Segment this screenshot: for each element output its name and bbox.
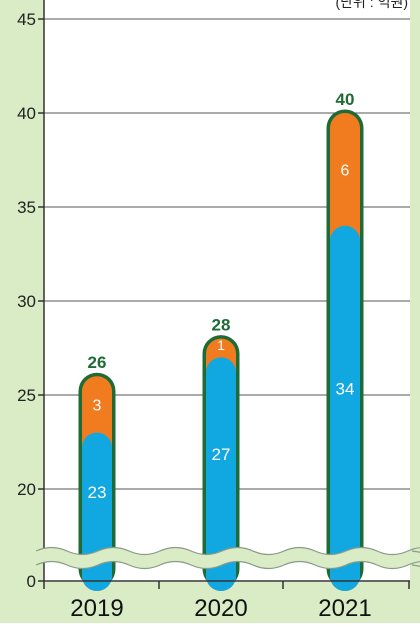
y-tick-label: 20 bbox=[17, 480, 36, 499]
unit-note: (단위 : 억원) bbox=[335, 0, 408, 10]
bar-label-total: 26 bbox=[88, 353, 107, 372]
bar-label-lower: 23 bbox=[88, 483, 107, 502]
bar-label-lower: 34 bbox=[336, 379, 355, 398]
break-line-top bbox=[35, 546, 420, 556]
x-tick-label: 2021 bbox=[318, 595, 371, 622]
y-tick-label: 30 bbox=[17, 292, 36, 311]
y-tick-label: 0 bbox=[27, 572, 36, 591]
bar-segment-lower bbox=[206, 357, 236, 591]
y-tick-label: 45 bbox=[17, 10, 36, 29]
bar-segment-lower bbox=[330, 225, 360, 592]
break-band bbox=[33, 547, 420, 569]
bar-label-lower: 27 bbox=[212, 445, 231, 464]
y-tick-label: 35 bbox=[17, 198, 36, 217]
break-line-bottom bbox=[35, 560, 420, 570]
bars: 23 3 26 27 1 28 34 6 40 bbox=[78, 90, 364, 592]
bar-2021: 34 6 40 bbox=[326, 90, 364, 592]
axis-break bbox=[33, 546, 420, 570]
y-tick-label: 25 bbox=[17, 386, 36, 405]
x-tick-label: 2020 bbox=[194, 595, 247, 622]
bar-2020: 27 1 28 bbox=[202, 316, 240, 591]
bar-2019: 23 3 26 bbox=[78, 353, 116, 591]
bar-label-total: 28 bbox=[212, 316, 231, 335]
bar-label-upper: 3 bbox=[93, 397, 102, 414]
y-axis-ticks: 0 20 25 30 35 40 45 bbox=[17, 0, 45, 591]
bar-label-upper: 6 bbox=[341, 162, 350, 179]
x-tick-label: 2019 bbox=[70, 595, 123, 622]
y-tick-label: 40 bbox=[17, 104, 36, 123]
bar-label-upper: 1 bbox=[217, 337, 225, 353]
bar-label-total: 40 bbox=[336, 90, 355, 109]
x-axis: 2019 2020 2021 bbox=[43, 580, 410, 622]
